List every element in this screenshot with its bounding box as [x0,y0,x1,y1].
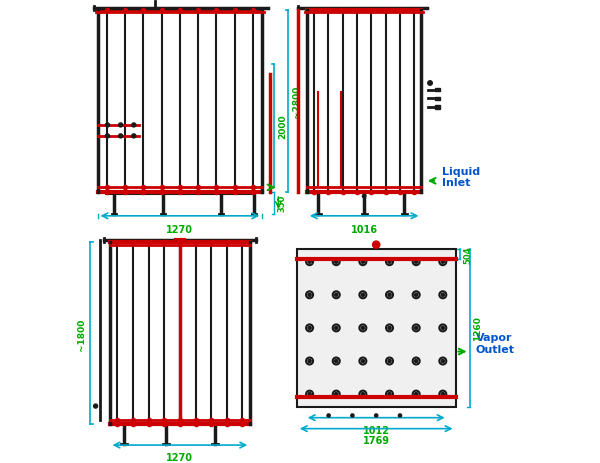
Circle shape [361,294,364,297]
Circle shape [335,261,338,263]
Text: ~2800: ~2800 [292,86,301,118]
Circle shape [106,135,109,138]
Bar [435,97,440,101]
Circle shape [388,393,391,396]
Circle shape [415,261,418,263]
Circle shape [415,393,418,396]
Circle shape [361,393,364,396]
Text: 350: 350 [278,194,287,212]
Circle shape [388,294,391,297]
Circle shape [415,360,418,363]
Circle shape [374,414,378,417]
Circle shape [106,124,109,128]
Circle shape [327,414,330,417]
Bar [435,106,440,110]
Text: 1012: 1012 [362,425,389,435]
Circle shape [308,393,311,396]
Circle shape [362,195,366,199]
Circle shape [308,326,311,330]
Circle shape [361,360,364,363]
Text: 1016: 1016 [350,225,377,235]
Circle shape [335,360,338,363]
Text: ~1800: ~1800 [77,318,86,350]
Circle shape [132,124,136,128]
Circle shape [361,326,364,330]
Circle shape [308,294,311,297]
Circle shape [94,404,98,408]
Circle shape [361,261,364,263]
Bar [297,250,455,407]
Circle shape [441,261,445,263]
Circle shape [428,81,432,86]
Circle shape [335,393,338,396]
Text: Vapor
Outlet: Vapor Outlet [476,332,515,354]
Circle shape [119,124,122,128]
Circle shape [415,326,418,330]
Circle shape [335,326,338,330]
Circle shape [388,261,391,263]
Circle shape [119,135,122,138]
Text: 1769: 1769 [362,436,389,445]
Circle shape [398,414,401,417]
Circle shape [308,261,311,263]
Circle shape [441,294,445,297]
Circle shape [441,360,445,363]
Circle shape [441,326,445,330]
Circle shape [388,360,391,363]
Circle shape [335,294,338,297]
Circle shape [308,360,311,363]
Circle shape [441,393,445,396]
Text: 1270: 1270 [166,225,193,235]
Text: 1260: 1260 [473,316,482,341]
Text: 504: 504 [463,245,472,263]
Circle shape [132,135,136,138]
Circle shape [388,326,391,330]
Bar [435,88,440,92]
Circle shape [373,242,380,249]
Text: Liquid
Inlet: Liquid Inlet [442,166,481,188]
Text: 1270: 1270 [166,452,193,463]
Circle shape [351,414,354,417]
Text: 2000: 2000 [278,114,287,139]
Circle shape [415,294,418,297]
